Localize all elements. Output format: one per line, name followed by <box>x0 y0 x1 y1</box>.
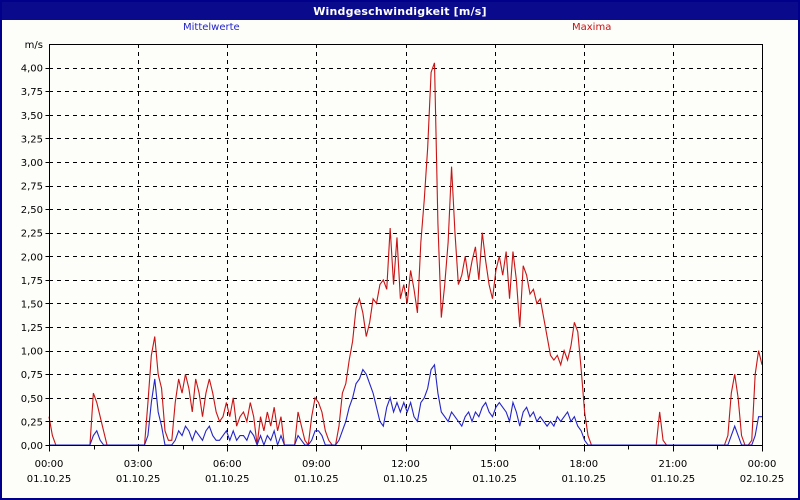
x-tick-time-label: 00:00 <box>35 459 64 470</box>
tick-marks <box>45 68 763 452</box>
window-title-bar: Windgeschwindigkeit [m/s] <box>2 2 798 20</box>
x-axis-labels: 00:00 01.10.25 03:00 01.10.25 06:00 01.10.25 0… <box>27 459 785 485</box>
y-tick-label: 0,75 <box>21 370 43 381</box>
y-tick-label: 2,75 <box>21 182 43 193</box>
plot-area-container: m/s 4,00 3,75 3,50 3,25 3,00 2,75 2,50 2,25 2,00 1… <box>2 38 798 498</box>
x-tick-date-label: 01.10.25 <box>561 474 606 485</box>
y-tick-label: 1,25 <box>21 323 43 334</box>
y-tick-label: 1,75 <box>21 276 43 287</box>
y-tick-label: 0,00 <box>21 441 43 452</box>
x-tick-date-label: 01.10.25 <box>651 474 696 485</box>
y-tick-label: 0,50 <box>21 394 43 405</box>
x-tick-date-label: 02.10.25 <box>740 474 785 485</box>
x-tick-date-label: 01.10.25 <box>383 474 428 485</box>
x-tick-date-label: 01.10.25 <box>27 474 72 485</box>
legend-item-maxima: Maxima <box>572 22 612 33</box>
x-tick-time-label: 03:00 <box>124 459 153 470</box>
y-tick-label: 2,00 <box>21 252 43 263</box>
x-tick-date-label: 01.10.25 <box>205 474 250 485</box>
x-tick-date-label: 01.10.25 <box>294 474 339 485</box>
grid-layer <box>49 44 762 446</box>
y-tick-label: 3,25 <box>21 134 43 145</box>
y-tick-label: 2,50 <box>21 205 43 216</box>
x-tick-time-label: 12:00 <box>391 459 420 470</box>
x-tick-date-label: 01.10.25 <box>116 474 161 485</box>
y-tick-label: 3,00 <box>21 158 43 169</box>
y-tick-label: 3,75 <box>21 87 43 98</box>
x-tick-time-label: 18:00 <box>569 459 598 470</box>
chart-legend: Mittelwerte Maxima <box>2 22 798 38</box>
x-tick-time-label: 06:00 <box>213 459 242 470</box>
series-layer <box>48 62 763 447</box>
x-tick-time-label: 15:00 <box>480 459 509 470</box>
x-tick-time-label: 00:00 <box>748 459 777 470</box>
series-line-mittelwerte <box>49 363 762 447</box>
window-title: Windgeschwindigkeit [m/s] <box>313 4 487 18</box>
y-axis-labels: m/s 4,00 3,75 3,50 3,25 3,00 2,75 2,50 2,25 2,00 1… <box>21 40 43 452</box>
chart-plot: m/s 4,00 3,75 3,50 3,25 3,00 2,75 2,50 2,25 2,00 1… <box>21 40 785 485</box>
x-tick-time-label: 09:00 <box>302 459 331 470</box>
x-tick-time-label: 21:00 <box>658 459 687 470</box>
plot-frame <box>48 43 764 447</box>
y-tick-label: 1,50 <box>21 299 43 310</box>
y-tick-label: 0,25 <box>21 417 43 428</box>
y-tick-label: 4,00 <box>21 64 43 75</box>
y-axis-unit-label: m/s <box>25 40 43 51</box>
y-tick-label: 1,00 <box>21 347 43 358</box>
y-tick-label: 3,50 <box>21 111 43 122</box>
x-tick-date-label: 01.10.25 <box>472 474 517 485</box>
y-tick-label: 2,25 <box>21 229 43 240</box>
legend-item-mittelwerte: Mittelwerte <box>183 22 240 33</box>
